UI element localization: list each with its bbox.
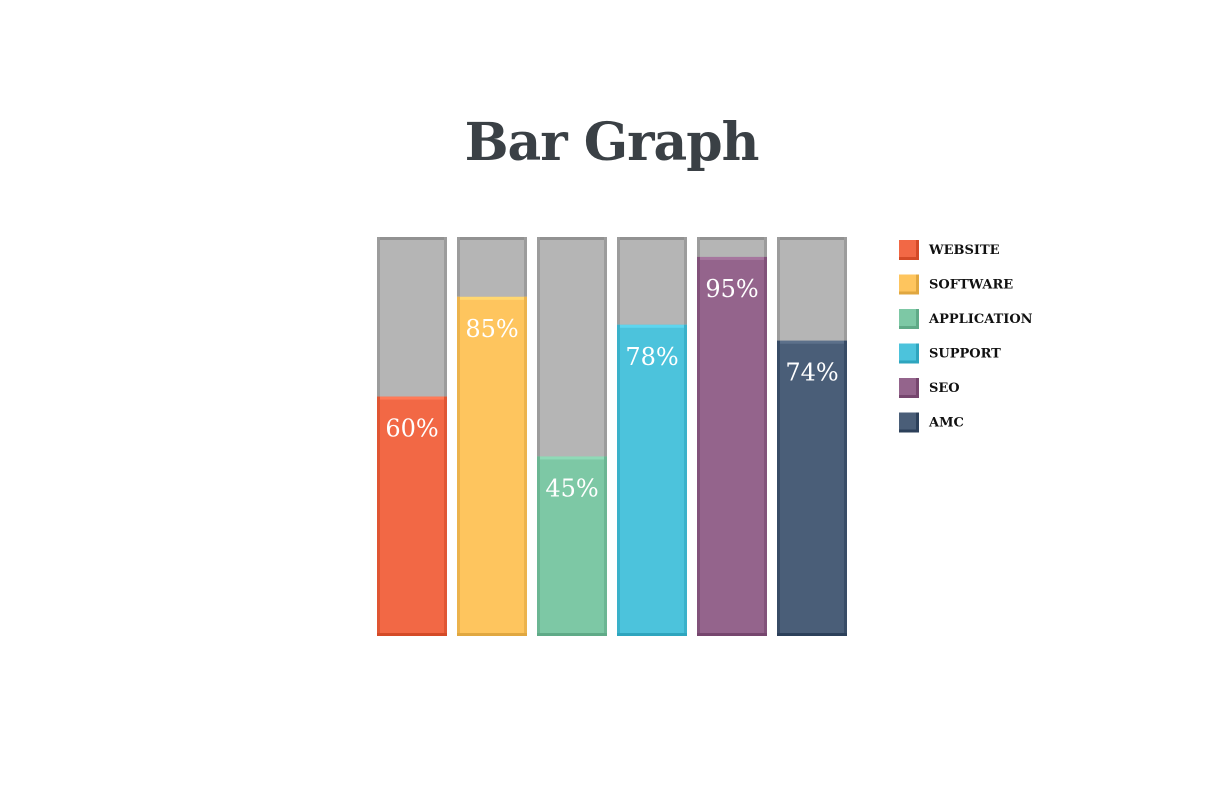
legend-swatch-bottom-edge xyxy=(899,429,919,433)
bar-top-edge xyxy=(537,456,607,460)
legend-item-website: WEBSITE xyxy=(899,240,1000,260)
bar xyxy=(537,456,607,636)
legend-swatch xyxy=(899,343,919,364)
bar-top-edge xyxy=(617,324,687,328)
bar-group-software: 85% xyxy=(457,237,527,636)
bar-track-top-edge xyxy=(777,237,847,240)
legend-swatch-bottom-edge xyxy=(899,291,919,295)
bar xyxy=(617,324,687,636)
bar-top-edge xyxy=(697,256,767,260)
bar-right-edge xyxy=(524,296,527,636)
legend-swatch xyxy=(899,240,919,260)
legend-swatch-edge xyxy=(916,412,919,433)
legend-swatch-edge xyxy=(916,240,919,260)
bar-group-application: 45% xyxy=(537,237,607,636)
bar-value-label: 78% xyxy=(625,343,678,371)
bar-bottom-edge xyxy=(537,633,607,636)
bar xyxy=(377,396,447,636)
bar-top-edge xyxy=(377,396,447,400)
legend-item-application: APPLICATION xyxy=(899,309,1033,329)
legend-label: AMC xyxy=(928,416,964,431)
bar-left-edge xyxy=(697,256,700,636)
bar-value-label: 74% xyxy=(785,359,838,387)
legend-label: SUPPORT xyxy=(929,347,1001,362)
legend-swatch xyxy=(899,378,919,398)
legend-swatch xyxy=(899,309,919,329)
bar-right-edge xyxy=(844,340,847,636)
bar-left-edge xyxy=(377,396,380,636)
legend-swatch-bottom-edge xyxy=(899,257,919,260)
bar-right-edge xyxy=(444,396,447,636)
bar-top-edge xyxy=(457,296,527,300)
bar xyxy=(697,256,767,636)
bar-bottom-edge xyxy=(777,633,847,636)
legend-swatch-bottom-edge xyxy=(899,360,919,364)
legend-swatch-edge xyxy=(916,343,919,364)
legend-item-support: SUPPORT xyxy=(899,343,1001,364)
bar-value-label: 60% xyxy=(385,415,438,443)
bar-track-right-edge xyxy=(604,237,607,636)
bar-left-edge xyxy=(457,296,460,636)
legend-label: SEO xyxy=(929,381,960,396)
legend-label: SOFTWARE xyxy=(929,278,1013,293)
bar-bottom-edge xyxy=(377,633,447,636)
bar-group-amc: 74% xyxy=(777,237,847,636)
bar-track-left-edge xyxy=(537,237,540,636)
legend-item-software: SOFTWARE xyxy=(899,274,1013,295)
legend-swatch xyxy=(899,274,919,295)
bar-value-label: 85% xyxy=(465,315,518,343)
bar-bottom-edge xyxy=(617,633,687,636)
legend-swatch-edge xyxy=(916,274,919,295)
bar-group-support: 78% xyxy=(617,237,687,636)
legend-label: APPLICATION xyxy=(928,312,1033,327)
bar xyxy=(777,340,847,636)
bar-track-top-edge xyxy=(617,237,687,240)
legend-item-seo: SEO xyxy=(899,378,960,398)
bar-track-top-edge xyxy=(457,237,527,240)
legend-swatch-bottom-edge xyxy=(899,326,919,329)
legend-item-amc: AMC xyxy=(899,412,964,433)
legend-swatch xyxy=(899,412,919,433)
legend-swatch-edge xyxy=(916,378,919,398)
bar-track-top-edge xyxy=(697,237,767,240)
bar-value-label: 45% xyxy=(545,474,598,502)
legend-swatch-bottom-edge xyxy=(899,395,919,398)
bar-left-edge xyxy=(617,324,620,636)
bar-right-edge xyxy=(604,456,607,636)
bar-top-edge xyxy=(777,340,847,344)
bar-right-edge xyxy=(684,324,687,636)
bar-left-edge xyxy=(777,340,780,636)
legend-swatch-edge xyxy=(916,309,919,329)
bar-group-website: 60% xyxy=(377,237,447,636)
bar-bottom-edge xyxy=(697,633,767,636)
bar-track-top-edge xyxy=(537,237,607,240)
bar-track-top-edge xyxy=(377,237,447,240)
chart-title: Bar Graph xyxy=(464,112,760,173)
bar-right-edge xyxy=(764,256,767,636)
bar xyxy=(457,296,527,636)
bar-left-edge xyxy=(537,456,540,636)
legend-label: WEBSITE xyxy=(928,243,1000,258)
bar-group-seo: 95% xyxy=(697,237,767,636)
bar-bottom-edge xyxy=(457,633,527,636)
bar-value-label: 95% xyxy=(705,275,758,303)
